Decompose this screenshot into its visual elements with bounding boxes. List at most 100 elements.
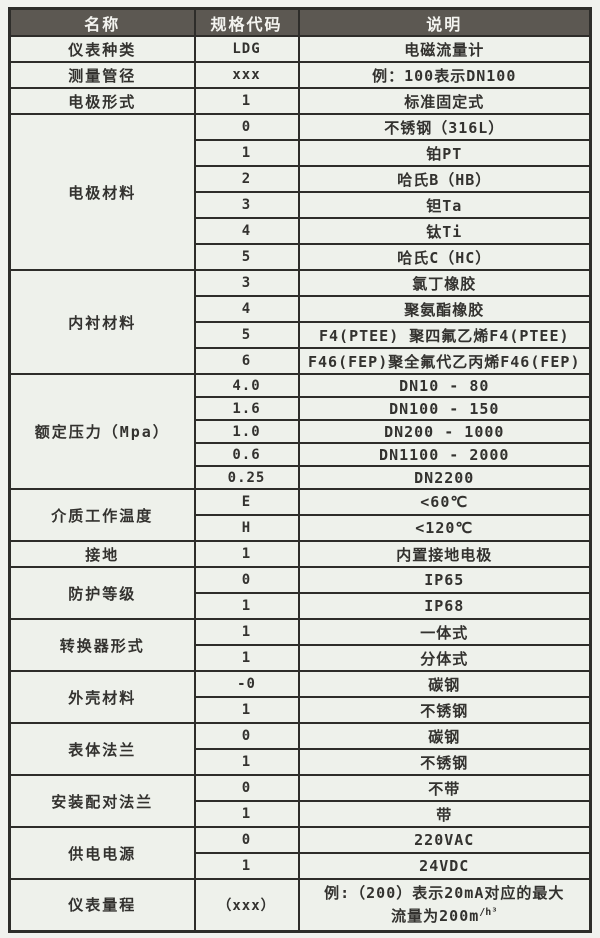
spec-desc-cell: 例:（200）表示20mA对应的最大 流量为200m/h³ bbox=[297, 878, 592, 932]
table-row: 6 F46(FEP)聚全氟代乙丙烯F46(FEP) bbox=[10, 347, 592, 375]
spec-code-cell: 0 bbox=[193, 774, 300, 802]
spec-code-cell: 6 bbox=[193, 347, 300, 375]
spec-name-cell: 接地 bbox=[8, 540, 196, 568]
spec-desc-cell: 带 bbox=[297, 800, 592, 828]
spec-desc-cell: 钛Ti bbox=[297, 217, 592, 245]
spec-desc-cell: 标准固定式 bbox=[297, 87, 592, 115]
spec-desc-cell: 碳钢 bbox=[297, 670, 592, 698]
spec-code-cell: H bbox=[193, 514, 300, 542]
spec-desc-cell: 不带 bbox=[297, 774, 592, 802]
spec-code-cell: LDG bbox=[193, 35, 300, 63]
table-row: 1 不锈钢 bbox=[10, 696, 592, 724]
spec-code-cell: 0 bbox=[193, 722, 300, 750]
spec-name-cell: 安装配对法兰 bbox=[8, 774, 196, 828]
spec-code-cell: 3 bbox=[193, 191, 300, 219]
desc-line-2-text: 流量为200m bbox=[391, 906, 480, 925]
spec-name-cell: 表体法兰 bbox=[8, 722, 196, 776]
spec-code-cell: 0.25 bbox=[193, 465, 300, 490]
table-row: 3 钽Ta bbox=[10, 191, 592, 219]
table-row: 测量管径 xxx 例：100表示DN100 bbox=[8, 61, 592, 89]
table-row: 2 哈氏B（HB） bbox=[10, 165, 592, 193]
table-row: 4 聚氨酯橡胶 bbox=[10, 295, 592, 323]
table-row: 1 IP68 bbox=[10, 592, 592, 620]
spec-desc-cell: DN200 - 1000 bbox=[297, 419, 592, 444]
spec-code-cell: 0 bbox=[193, 566, 300, 594]
spec-code-cell: 5 bbox=[193, 243, 300, 271]
spec-name-cell: 额定压力（Mpa） bbox=[8, 373, 196, 490]
table-row: 1 分体式 bbox=[10, 644, 592, 672]
spec-name-cell: 供电电源 bbox=[8, 826, 196, 880]
spec-code-cell: 1 bbox=[193, 696, 300, 724]
spec-desc-cell: DN10 - 80 bbox=[297, 373, 592, 398]
table-row: 供电电源 0 220VAC bbox=[8, 826, 592, 880]
spec-code-cell: xxx bbox=[193, 61, 300, 89]
spec-name-cell: 测量管径 bbox=[8, 61, 196, 89]
table-row: 1 铂PT bbox=[10, 139, 592, 167]
table-row: 5 F4(PTEE) 聚四氟乙烯F4(PTEE) bbox=[10, 321, 592, 349]
spec-code-cell: 0 bbox=[193, 113, 300, 141]
spec-code-cell: 1.6 bbox=[193, 396, 300, 421]
table-row: 仪表量程 （xxx） 例:（200）表示20mA对应的最大 流量为200m/h³ bbox=[8, 878, 592, 932]
table-row: 内衬材料 3 氯丁橡胶 bbox=[8, 269, 592, 375]
spec-desc-cell: 24VDC bbox=[297, 852, 592, 880]
spec-desc-cell: 氯丁橡胶 bbox=[297, 269, 592, 297]
table-row: 介质工作温度 E <60℃ bbox=[8, 488, 592, 542]
spec-desc-cell: 一体式 bbox=[297, 618, 592, 646]
spec-desc-cell: DN100 - 150 bbox=[297, 396, 592, 421]
spec-code-cell: 2 bbox=[193, 165, 300, 193]
spec-code-cell: 0.6 bbox=[193, 442, 300, 467]
table-row: 5 哈氏C（HC） bbox=[10, 243, 592, 271]
spec-desc-cell: IP65 bbox=[297, 566, 592, 594]
spec-name-cell: 内衬材料 bbox=[8, 269, 196, 375]
desc-line-1: 例:（200）表示20mA对应的最大 bbox=[324, 884, 565, 903]
table-row: 0.25 DN2200 bbox=[10, 465, 592, 490]
spec-code-cell: 4 bbox=[193, 295, 300, 323]
spec-desc-cell: 铂PT bbox=[297, 139, 592, 167]
table-row: H <120℃ bbox=[10, 514, 592, 542]
table-row: 1.6 DN100 - 150 bbox=[10, 396, 592, 421]
spec-desc-cell: 聚氨酯橡胶 bbox=[297, 295, 592, 323]
spec-desc-cell: 不锈钢（316L） bbox=[297, 113, 592, 141]
table-row: 防护等级 0 IP65 bbox=[8, 566, 592, 620]
spec-code-cell: 1.0 bbox=[193, 419, 300, 444]
table-row: 额定压力（Mpa） 4.0 DN10 - 80 bbox=[8, 373, 592, 490]
spec-desc-cell: <120℃ bbox=[297, 514, 592, 542]
table-row: 接地 1 内置接地电极 bbox=[8, 540, 592, 568]
spec-desc-cell: 哈氏C（HC） bbox=[297, 243, 592, 271]
spec-code-cell: 1 bbox=[193, 540, 300, 568]
table-row: 0.6 DN1100 - 2000 bbox=[10, 442, 592, 467]
spec-name-cell: 外壳材料 bbox=[8, 670, 196, 724]
spec-name-cell: 电极形式 bbox=[8, 87, 196, 115]
spec-desc-cell: 例：100表示DN100 bbox=[297, 61, 592, 89]
spec-code-cell: 1 bbox=[193, 618, 300, 646]
spec-name-cell: 仪表种类 bbox=[8, 35, 196, 63]
spec-desc-cell: 哈氏B（HB） bbox=[297, 165, 592, 193]
spec-name-cell: 介质工作温度 bbox=[8, 488, 196, 542]
spec-code-cell: 4.0 bbox=[193, 373, 300, 398]
header-desc: 说明 bbox=[297, 7, 592, 37]
spec-code-cell: 1 bbox=[193, 748, 300, 776]
spec-code-cell: 1 bbox=[193, 644, 300, 672]
spec-desc-cell: <60℃ bbox=[297, 488, 592, 516]
table-row: 转换器形式 1 一体式 bbox=[8, 618, 592, 672]
table-row: 安装配对法兰 0 不带 bbox=[8, 774, 592, 828]
table-row: 外壳材料 -0 碳钢 bbox=[8, 670, 592, 724]
spec-desc-cell: 钽Ta bbox=[297, 191, 592, 219]
spec-desc-cell: 内置接地电极 bbox=[297, 540, 592, 568]
spec-desc-cell: IP68 bbox=[297, 592, 592, 620]
spec-desc-cell: 分体式 bbox=[297, 644, 592, 672]
spec-name-cell: 电极材料 bbox=[8, 113, 196, 271]
spec-code-cell: 1 bbox=[193, 800, 300, 828]
spec-table-body: 仪表种类 LDG 电磁流量计 测量管径 xxx 例：100表示DN100 电极形式 1 标准固定… bbox=[8, 35, 592, 932]
table-header-row: 名称 规格代码 说明 bbox=[8, 7, 592, 37]
spec-desc-cell: 不锈钢 bbox=[297, 696, 592, 724]
table-row: 仪表种类 LDG 电磁流量计 bbox=[8, 35, 592, 63]
spec-name-cell: 防护等级 bbox=[8, 566, 196, 620]
spec-code-cell: 1 bbox=[193, 87, 300, 115]
spec-code-cell: 5 bbox=[193, 321, 300, 349]
header-code: 规格代码 bbox=[193, 7, 300, 37]
table-row: 4 钛Ti bbox=[10, 217, 592, 245]
spec-desc-cell: 不锈钢 bbox=[297, 748, 592, 776]
spec-desc-cell: 电磁流量计 bbox=[297, 35, 592, 63]
